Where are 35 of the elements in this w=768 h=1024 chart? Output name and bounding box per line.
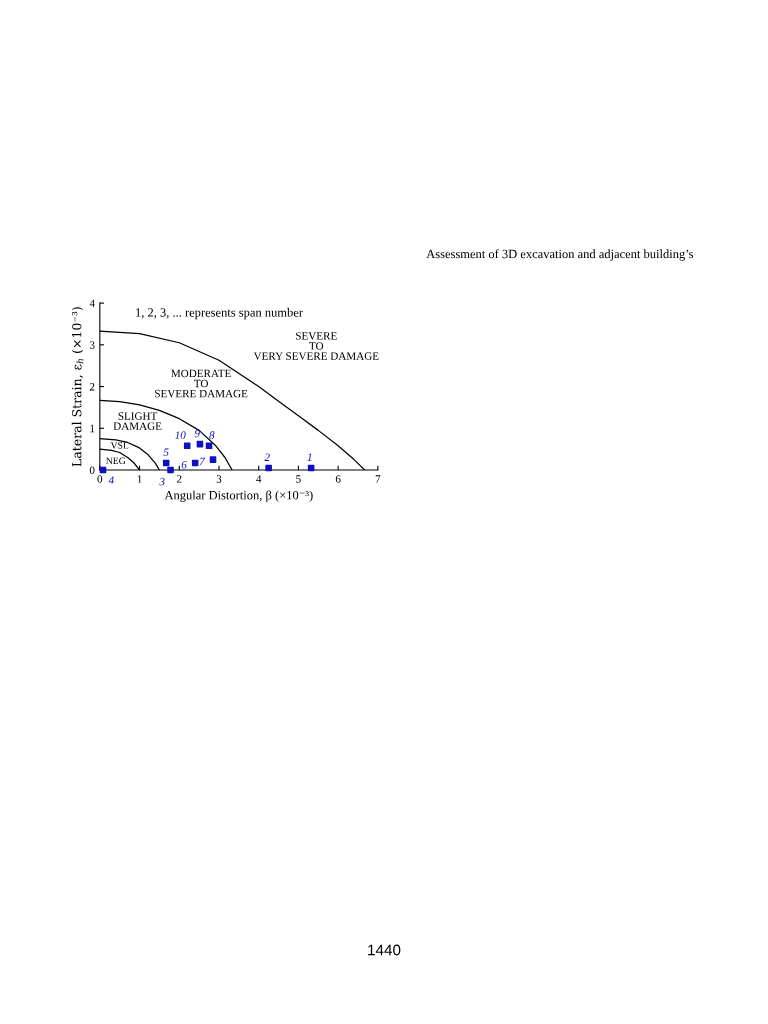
annotation: 5 — [163, 448, 169, 456]
annotation: 1, 2, 3, ... represents span number — [136, 307, 303, 320]
annotation: 10 — [175, 431, 186, 439]
x-tick-label: 1 — [137, 475, 142, 483]
annotation: 9 — [194, 429, 200, 438]
text: Assessment of 3D excavation and adjacent building’s — [426, 249, 694, 261]
annotation: 8 — [209, 431, 215, 439]
y-tick-label: 1 — [90, 424, 95, 433]
annotation: SLIGHT DAMAGE — [113, 412, 162, 430]
annotation: SEVERE TO VERY SEVERE DAMAGE — [253, 332, 379, 360]
point — [183, 442, 191, 450]
x-tick-label: 2 — [176, 475, 182, 483]
annotation: MODERATE TO SEVERE DAMAGE — [155, 369, 248, 398]
x-tick-label: 3 — [216, 475, 222, 483]
x-axis-title: Angular Distortion, β (×10⁻³) — [164, 490, 313, 503]
x-tick-label: 4 — [256, 475, 262, 483]
y-tick-label: 0 — [89, 466, 95, 474]
annotation: 2 — [264, 453, 270, 461]
annotation: 7 — [199, 457, 206, 466]
y-tick-label: 4 — [89, 299, 95, 307]
y-axis-title: Lateral Strain, ε$_{h}$ (×10⁻³) — [71, 307, 84, 467]
point — [209, 456, 217, 463]
annotation: 6 — [181, 461, 187, 469]
point — [265, 464, 272, 472]
point — [167, 466, 174, 474]
x-tick-label: 6 — [335, 475, 341, 483]
x-tick-label: 7 — [375, 475, 381, 483]
annotation: 1 — [307, 453, 312, 461]
annotation: NEG — [106, 457, 126, 465]
x-tick-label: 5 — [296, 475, 301, 483]
y-tick-label: 2 — [89, 383, 95, 391]
annotation: VSL — [110, 442, 129, 449]
x-tick-label: 0 — [97, 475, 103, 483]
text: 1440 — [368, 944, 401, 956]
y-tick-label: 3 — [89, 341, 95, 349]
